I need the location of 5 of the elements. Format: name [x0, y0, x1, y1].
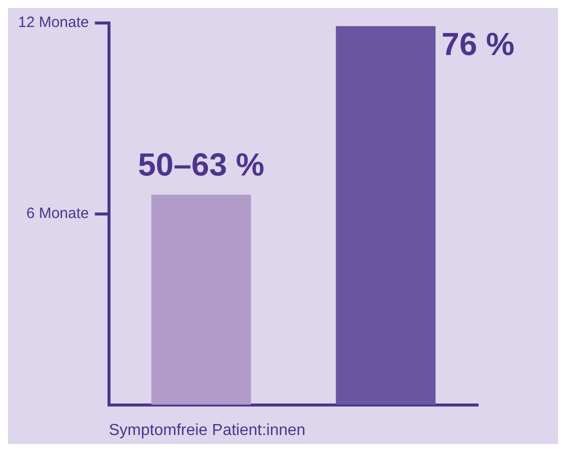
- y-tick-label: 6 Monate: [26, 205, 89, 222]
- x-axis-title: Symptomfreie Patient:innen: [108, 422, 306, 439]
- annotation: 76 %: [442, 26, 514, 62]
- annotation: 50–63 %: [138, 146, 264, 183]
- y-tick-label: 12 Monate: [18, 14, 89, 32]
